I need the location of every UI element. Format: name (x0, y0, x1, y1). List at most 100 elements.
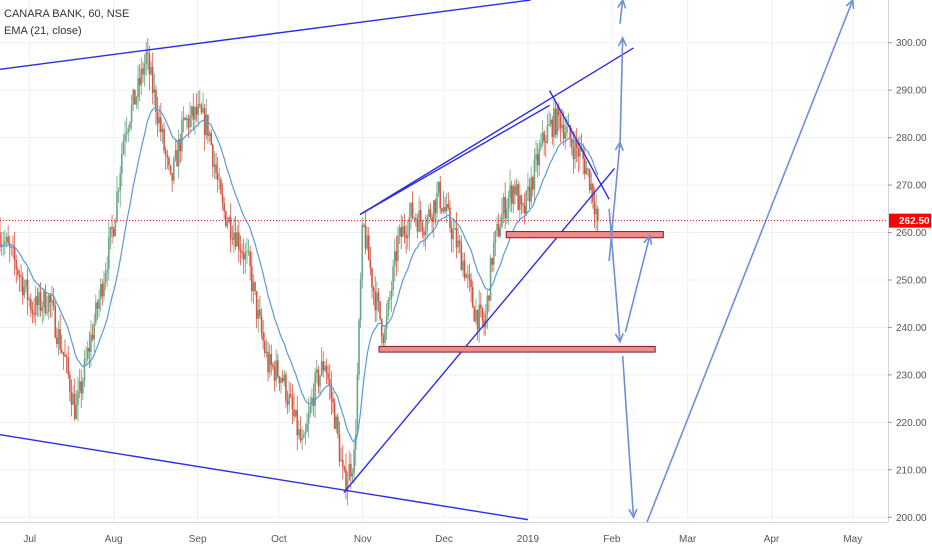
candle-body (143, 63, 146, 75)
candle-body (163, 128, 165, 151)
candle-body (15, 260, 18, 270)
candle-body (41, 307, 44, 311)
candle-body (223, 203, 225, 212)
candle-body (520, 195, 523, 205)
candle-body (348, 463, 351, 481)
candle-body (145, 52, 147, 64)
candle-body (423, 231, 425, 236)
candle-body (431, 217, 433, 223)
candle-body (265, 351, 268, 354)
candle-body (494, 230, 497, 243)
candle-body (0, 244, 3, 247)
candle-body (148, 53, 151, 75)
candle-body (122, 140, 125, 155)
candle-body (502, 197, 505, 214)
candle-body (481, 308, 484, 321)
candle-body (289, 394, 292, 397)
candle-body (276, 360, 279, 377)
candle-body (184, 117, 186, 120)
candle-body (428, 209, 430, 217)
projection-arrows (608, 0, 855, 523)
price-axis[interactable]: 200.00 210.00 220.00 230.00 240.00 250.00 260.… (888, 0, 932, 550)
candle-body (460, 244, 463, 271)
candle-body (369, 260, 372, 269)
candle-body (410, 202, 412, 217)
candle-body (510, 185, 513, 204)
candle-body (434, 200, 437, 214)
projection-arrow (621, 355, 635, 518)
candle-body (197, 104, 199, 115)
candle-body (21, 276, 24, 296)
candle-body (101, 284, 104, 297)
candle-body (416, 220, 419, 232)
candle-body (278, 376, 281, 384)
candle-body (337, 416, 339, 435)
projection-arrow (619, 37, 624, 148)
time-tick-label: May (843, 534, 862, 545)
time-tick-label: Nov (354, 534, 372, 545)
projection-arrow (619, 0, 624, 24)
candle-body (179, 139, 182, 152)
candle-body (59, 329, 61, 350)
candle-body (49, 295, 52, 303)
candle-body (210, 132, 212, 145)
candle-body (304, 431, 307, 435)
candle-body (574, 139, 576, 160)
candle-body (307, 414, 310, 424)
candle-body (312, 397, 315, 406)
price-tick-label: 200.00 (896, 513, 927, 524)
candle-body (585, 168, 588, 175)
candle-body (36, 296, 39, 306)
candle-body (398, 227, 401, 236)
candle-body (556, 107, 558, 135)
time-axis[interactable]: Jul Aug Sep Oct Nov Dec 2019 Feb Mar Apr May (0, 522, 932, 550)
candle-body (23, 286, 26, 296)
candle-body (450, 227, 453, 240)
candle-body (359, 279, 362, 321)
candle-body (171, 173, 173, 181)
arrow-head (628, 508, 638, 520)
candle-body (546, 126, 549, 143)
candle-body (177, 139, 180, 167)
time-tick-label: Feb (603, 534, 621, 545)
candle-body (26, 279, 29, 301)
candle-body (361, 224, 364, 280)
candle-body (254, 282, 256, 292)
candle-body (252, 282, 255, 292)
candle-body (17, 269, 19, 275)
projection-arrow (624, 235, 651, 333)
candle-body (421, 221, 424, 232)
candle-body (199, 104, 201, 106)
candle-body (372, 287, 375, 292)
price-tick-label: 290.00 (896, 86, 927, 97)
candle-body (130, 104, 133, 123)
candle-body (320, 361, 323, 376)
candle-body (202, 108, 204, 113)
candle-body (111, 227, 113, 229)
candle-body (557, 107, 560, 116)
candle-body (561, 124, 563, 129)
candle-body (150, 66, 152, 75)
candle-body (506, 208, 508, 219)
candle-body (533, 159, 536, 190)
candle-body (138, 78, 141, 86)
candle-body (80, 381, 83, 394)
candle-body (572, 147, 575, 160)
grid (0, 0, 888, 522)
candle-body (340, 459, 342, 462)
candle-body (419, 210, 422, 222)
candle-body (367, 235, 370, 261)
candle-body (548, 124, 550, 127)
candle-body (83, 359, 86, 382)
candle-body (354, 434, 357, 450)
candle-body (228, 217, 230, 223)
candle-body (224, 211, 227, 227)
candle-body (458, 240, 461, 245)
ema-path (0, 107, 599, 443)
candle-body (96, 302, 99, 309)
candle-body (540, 143, 542, 149)
candle-body (415, 217, 417, 221)
candle-body (476, 310, 479, 330)
candle-body (174, 150, 177, 159)
